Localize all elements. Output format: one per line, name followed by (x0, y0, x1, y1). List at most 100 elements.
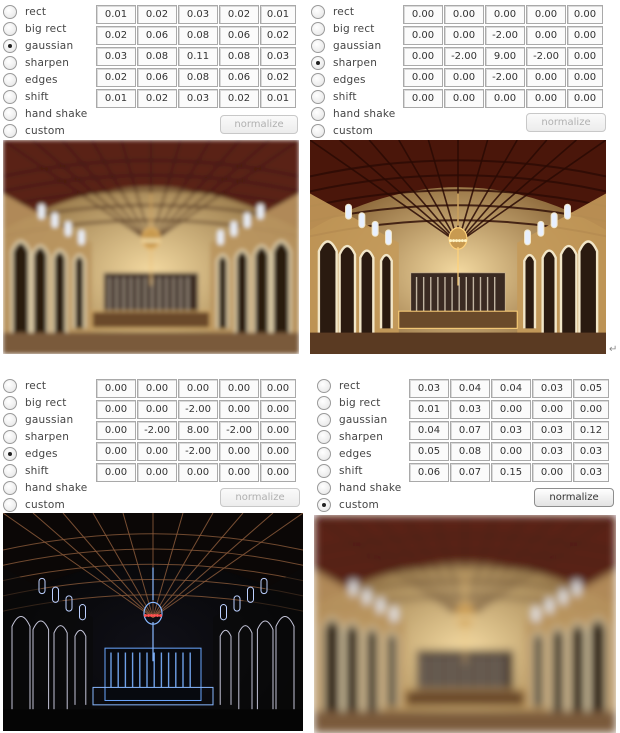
filter-option-custom[interactable]: custom (317, 496, 379, 513)
kernel-cell[interactable]: 0.11 (178, 47, 218, 66)
kernel-cell[interactable]: 0.08 (137, 47, 177, 66)
kernel-cell[interactable]: 0.00 (96, 442, 136, 461)
kernel-cell[interactable]: 0.06 (219, 68, 259, 87)
kernel-cell[interactable]: 0.02 (137, 89, 177, 108)
filter-option-hand-shake[interactable]: hand shake (3, 479, 87, 496)
kernel-cell[interactable]: 0.00 (526, 68, 566, 87)
kernel-cell[interactable]: 0.04 (409, 421, 449, 440)
kernel-cell[interactable]: 0.00 (567, 68, 603, 87)
kernel-cell[interactable]: 0.08 (178, 26, 218, 45)
kernel-cell[interactable]: 0.01 (409, 400, 449, 419)
filter-option-custom[interactable]: custom (311, 122, 373, 139)
radio-button[interactable] (311, 4, 325, 19)
kernel-cell[interactable]: 0.00 (260, 379, 296, 398)
radio-button[interactable] (3, 4, 17, 19)
radio-button[interactable] (317, 446, 331, 461)
kernel-cell[interactable]: 0.00 (219, 379, 259, 398)
radio-button[interactable] (317, 480, 331, 495)
kernel-cell[interactable]: 0.00 (567, 26, 603, 45)
kernel-cell[interactable]: 0.00 (219, 442, 259, 461)
normalize-button[interactable]: normalize (220, 115, 298, 134)
filter-option-sharpen[interactable]: sharpen (311, 54, 377, 71)
filter-option-edges[interactable]: edges (3, 445, 58, 462)
filter-option-sharpen[interactable]: sharpen (317, 428, 383, 445)
kernel-cell[interactable]: 0.03 (532, 421, 572, 440)
kernel-cell[interactable]: 0.00 (96, 463, 136, 482)
filter-option-hand-shake[interactable]: hand shake (3, 105, 87, 122)
radio-button[interactable] (317, 463, 331, 478)
kernel-cell[interactable]: 0.00 (573, 400, 609, 419)
filter-option-edges[interactable]: edges (311, 71, 366, 88)
filter-option-custom[interactable]: custom (3, 496, 65, 513)
radio-button[interactable] (3, 38, 17, 53)
radio-button[interactable] (3, 480, 17, 495)
kernel-cell[interactable]: 0.02 (260, 68, 296, 87)
kernel-cell[interactable]: 0.06 (137, 68, 177, 87)
radio-button[interactable] (317, 412, 331, 427)
radio-button[interactable] (3, 106, 17, 121)
filter-option-sharpen[interactable]: sharpen (3, 428, 69, 445)
kernel-cell[interactable]: 0.00 (567, 5, 603, 24)
kernel-cell[interactable]: 0.00 (403, 26, 443, 45)
radio-button[interactable] (3, 395, 17, 410)
radio-button[interactable] (317, 395, 331, 410)
kernel-cell[interactable]: 0.00 (526, 5, 566, 24)
kernel-cell[interactable]: 0.03 (491, 421, 531, 440)
radio-button[interactable] (317, 429, 331, 444)
kernel-cell[interactable]: 0.06 (219, 26, 259, 45)
filter-option-rect[interactable]: rect (311, 3, 354, 20)
kernel-cell[interactable]: 0.00 (260, 463, 296, 482)
filter-option-shift[interactable]: shift (317, 462, 363, 479)
filter-option-gaussian[interactable]: gaussian (311, 37, 381, 54)
filter-option-shift[interactable]: shift (3, 88, 49, 105)
normalize-button[interactable]: normalize (220, 488, 300, 507)
radio-button[interactable] (3, 89, 17, 104)
kernel-cell[interactable]: 0.00 (403, 5, 443, 24)
radio-button[interactable] (3, 378, 17, 393)
radio-button[interactable] (3, 72, 17, 87)
kernel-cell[interactable]: -2.00 (178, 400, 218, 419)
kernel-cell[interactable]: 0.08 (178, 68, 218, 87)
kernel-cell[interactable]: 0.07 (450, 421, 490, 440)
kernel-cell[interactable]: 0.00 (96, 379, 136, 398)
kernel-cell[interactable]: 0.01 (96, 5, 136, 24)
radio-button[interactable] (311, 89, 325, 104)
filter-option-gaussian[interactable]: gaussian (3, 37, 73, 54)
kernel-cell[interactable]: 0.00 (485, 5, 525, 24)
kernel-cell[interactable]: 0.12 (573, 421, 609, 440)
filter-option-rect[interactable]: rect (3, 377, 46, 394)
kernel-cell[interactable]: 0.15 (491, 463, 531, 482)
radio-button[interactable] (3, 21, 17, 36)
kernel-cell[interactable]: 0.02 (219, 5, 259, 24)
kernel-cell[interactable]: 0.01 (96, 89, 136, 108)
kernel-cell[interactable]: 0.00 (485, 89, 525, 108)
kernel-cell[interactable]: 0.00 (491, 442, 531, 461)
kernel-cell[interactable]: 0.00 (137, 442, 177, 461)
filter-option-big-rect[interactable]: big rect (317, 394, 381, 411)
radio-button[interactable] (3, 463, 17, 478)
radio-button[interactable] (311, 106, 325, 121)
filter-option-rect[interactable]: rect (3, 3, 46, 20)
kernel-cell[interactable]: 0.00 (567, 89, 603, 108)
kernel-cell[interactable]: 9.00 (485, 47, 525, 66)
radio-button[interactable] (311, 21, 325, 36)
kernel-cell[interactable]: 0.00 (403, 47, 443, 66)
kernel-cell[interactable]: 0.00 (96, 421, 136, 440)
kernel-cell[interactable]: 0.07 (450, 463, 490, 482)
kernel-cell[interactable]: 0.03 (573, 442, 609, 461)
kernel-cell[interactable]: 0.06 (409, 463, 449, 482)
kernel-cell[interactable]: 0.00 (532, 463, 572, 482)
filter-option-big-rect[interactable]: big rect (3, 394, 67, 411)
kernel-cell[interactable]: 0.00 (444, 26, 484, 45)
kernel-cell[interactable]: -2.00 (178, 442, 218, 461)
radio-button[interactable] (311, 55, 325, 70)
kernel-cell[interactable]: -2.00 (485, 68, 525, 87)
kernel-cell[interactable]: 0.00 (444, 89, 484, 108)
kernel-cell[interactable]: -2.00 (219, 421, 259, 440)
kernel-cell[interactable]: 0.00 (491, 400, 531, 419)
kernel-cell[interactable]: 0.03 (178, 89, 218, 108)
normalize-button[interactable]: normalize (526, 113, 606, 132)
kernel-cell[interactable]: 0.00 (532, 400, 572, 419)
kernel-cell[interactable]: 0.03 (178, 5, 218, 24)
filter-option-gaussian[interactable]: gaussian (3, 411, 73, 428)
